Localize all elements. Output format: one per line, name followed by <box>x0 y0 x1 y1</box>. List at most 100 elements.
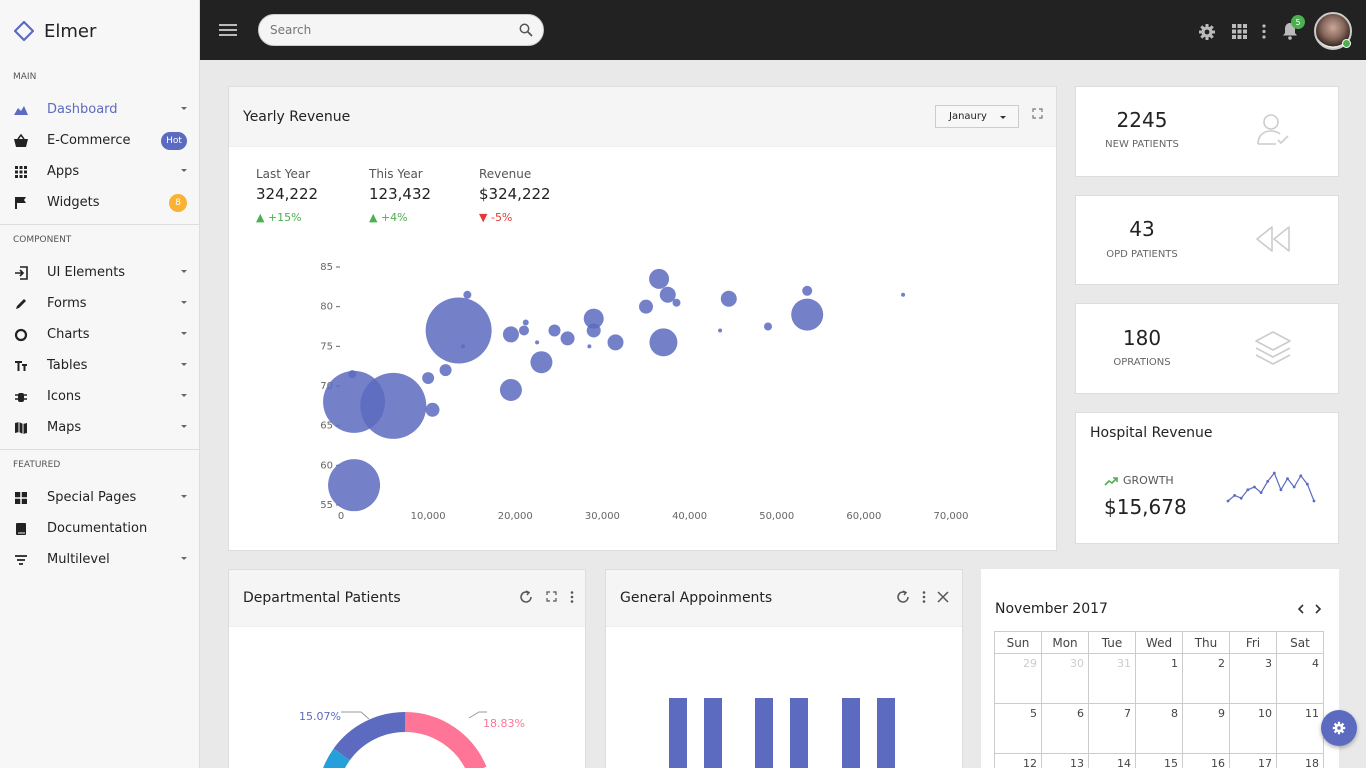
chevron-left-icon[interactable] <box>1297 604 1305 614</box>
sidebar-item-charts[interactable]: Charts <box>0 319 199 350</box>
flag-icon <box>13 195 29 211</box>
refresh-icon[interactable] <box>896 590 910 604</box>
fullscreen-icon[interactable] <box>1032 108 1043 119</box>
fullscreen-icon[interactable] <box>546 591 557 602</box>
month-dropdown[interactable]: Janaury <box>935 105 1019 128</box>
sidebar-item-apps[interactable]: Apps <box>0 156 199 187</box>
calendar-day[interactable]: 2 <box>1182 653 1230 704</box>
bar <box>755 698 773 768</box>
more-vertical-icon[interactable] <box>570 591 574 603</box>
bubble-chart: 55 60 65 70 75 80 85 0 10,000 20,000 30,000 40,000 5… <box>320 262 968 522</box>
calendar-day[interactable]: 17 <box>1229 753 1277 768</box>
apps-grid-icon[interactable] <box>1232 24 1247 39</box>
stat-delta: ▲ +4% <box>369 211 431 224</box>
calendar-day[interactable]: 5 <box>994 703 1042 754</box>
basket-icon <box>13 133 29 149</box>
calendar-day[interactable]: 29 <box>994 653 1042 704</box>
stat-value: $324,222 <box>479 185 551 203</box>
settings-fab-button[interactable] <box>1321 710 1357 746</box>
revenue-value: $15,678 <box>1104 495 1187 519</box>
bubble-point <box>649 268 670 289</box>
calendar-day[interactable]: 18 <box>1276 753 1324 768</box>
sidebar-item-icons[interactable]: Icons <box>0 381 199 412</box>
kpi-label: NEW PATIENTS <box>1105 139 1179 150</box>
more-vertical-icon[interactable] <box>922 591 926 603</box>
calendar-day[interactable]: 4 <box>1276 653 1324 704</box>
login-icon <box>13 265 29 281</box>
chevron-right-icon[interactable] <box>1314 604 1322 614</box>
sidebar-item-ecommerce[interactable]: E-Commerce Hot <box>0 125 199 156</box>
gear-icon[interactable] <box>1198 23 1216 41</box>
kpi-value: 2245 <box>1116 108 1168 132</box>
arrow-up-icon: ▲ <box>256 211 265 224</box>
section-title-component: COMPONENT <box>13 235 72 245</box>
bubble-point <box>328 459 381 512</box>
sidebar-item-multilevel[interactable]: Multilevel <box>0 544 199 575</box>
rewind-icon <box>1256 226 1290 252</box>
sidebar-item-maps[interactable]: Maps <box>0 412 199 443</box>
bubble-point <box>587 344 592 349</box>
stat-delta: ▼ -5% <box>479 211 551 224</box>
calendar-day[interactable]: 11 <box>1276 703 1324 754</box>
bubble-point <box>530 351 553 374</box>
sidebar-item-tables[interactable]: Tables <box>0 350 199 381</box>
menu-toggle-icon[interactable] <box>219 24 237 36</box>
bar <box>842 698 860 768</box>
search-box <box>258 14 544 46</box>
close-icon[interactable] <box>937 591 949 603</box>
x-tick-label: 10,000 <box>411 511 446 522</box>
calendar-day[interactable]: 1 <box>1135 653 1183 704</box>
calendar-day[interactable]: 3 <box>1229 653 1277 704</box>
calendar-day[interactable]: 9 <box>1182 703 1230 754</box>
search-input[interactable] <box>270 23 510 37</box>
bubble-point <box>791 298 824 331</box>
more-vertical-icon[interactable] <box>1262 24 1266 39</box>
bubble-point <box>548 324 561 337</box>
growth-label: GROWTH <box>1104 474 1174 487</box>
calendar-day[interactable]: 7 <box>1088 703 1136 754</box>
stat-value: 123,432 <box>369 185 432 203</box>
calendar-day[interactable]: 31 <box>1088 653 1136 704</box>
sidebar-item-label: Maps <box>47 420 82 435</box>
calendar-day[interactable]: 30 <box>1041 653 1089 704</box>
sidebar-item-label: E-Commerce <box>47 133 131 148</box>
sidebar-item-documentation[interactable]: Documentation <box>0 513 199 544</box>
sidebar-item-forms[interactable]: Forms <box>0 288 199 319</box>
bubble-point <box>348 370 357 379</box>
bubble-points <box>323 268 906 512</box>
bar <box>877 698 895 768</box>
brand[interactable]: Elmer <box>0 0 199 62</box>
donut-chart: 15.07% 18.83% <box>299 710 525 768</box>
calendar-day[interactable]: 14 <box>1088 753 1136 768</box>
calendar-day[interactable]: 8 <box>1135 703 1183 754</box>
sparkline-point <box>1226 499 1230 503</box>
calendar-day[interactable]: 15 <box>1135 753 1183 768</box>
yearly-revenue-card: Yearly Revenue Janaury Last Year 324,222… <box>228 86 1057 551</box>
bubble-point <box>583 308 604 329</box>
chevron-down-icon <box>181 495 187 498</box>
bubble-point <box>720 290 737 307</box>
grid-icon <box>13 164 29 180</box>
calendar-day[interactable]: 12 <box>994 753 1042 768</box>
calendar-day[interactable]: 13 <box>1041 753 1089 768</box>
sidebar-item-widgets[interactable]: Widgets 8 <box>0 187 199 218</box>
chevron-down-icon <box>181 270 187 273</box>
calendar-day[interactable]: 10 <box>1229 703 1277 754</box>
sidebar-item-dashboard[interactable]: Dashboard <box>0 94 199 125</box>
featured-nav: Special Pages Documentation Multilevel <box>0 482 199 575</box>
calendar-day[interactable]: 16 <box>1182 753 1230 768</box>
sidebar-item-special-pages[interactable]: Special Pages <box>0 482 199 513</box>
general-appointments-card: General Appoinments <box>605 569 963 768</box>
sidebar-item-ui-elements[interactable]: UI Elements <box>0 257 199 288</box>
avatar[interactable] <box>1314 12 1352 50</box>
user-check-icon <box>1257 114 1289 145</box>
stat-label: Last Year <box>256 167 311 181</box>
refresh-icon[interactable] <box>519 590 533 604</box>
x-tick-label: 50,000 <box>759 511 794 522</box>
search-icon[interactable] <box>519 23 533 37</box>
calendar-day[interactable]: 6 <box>1041 703 1089 754</box>
calendar-body: 29 30 31 1 2 3 4 5 6 7 8 9 10 11 12 13 14 15 16 17 18 <box>994 653 1324 768</box>
area-chart-icon <box>13 102 29 118</box>
chevron-down-icon <box>181 394 187 397</box>
x-tick-label: 0 <box>338 511 344 522</box>
